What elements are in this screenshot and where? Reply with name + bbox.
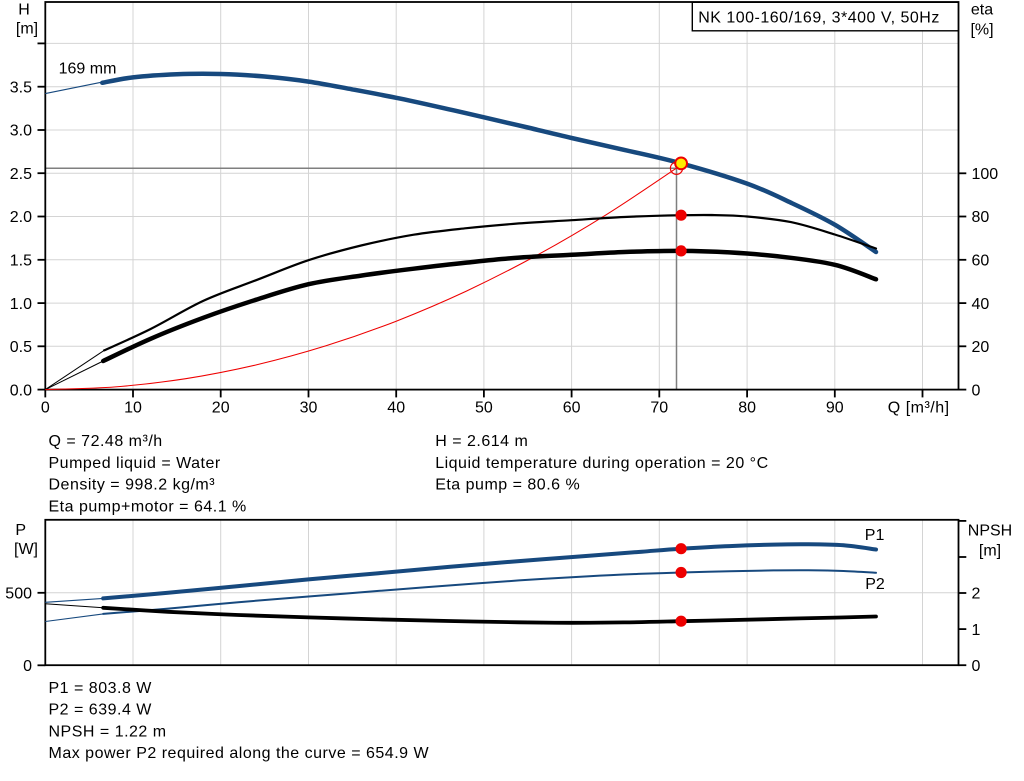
svg-text:NK 100-160/169, 3*400 V, 50Hz: NK 100-160/169, 3*400 V, 50Hz (698, 10, 940, 27)
svg-text:0: 0 (972, 382, 981, 399)
svg-text:90: 90 (826, 399, 844, 416)
svg-text:Liquid temperature during oper: Liquid temperature during operation = 20… (435, 455, 768, 472)
svg-text:Eta pump = 80.6 %: Eta pump = 80.6 % (435, 477, 580, 494)
svg-text:70: 70 (650, 399, 668, 416)
svg-text:0.5: 0.5 (10, 339, 32, 356)
svg-text:Pumped liquid = Water: Pumped liquid = Water (49, 455, 221, 472)
svg-text:2: 2 (972, 586, 981, 603)
svg-text:20: 20 (972, 339, 990, 356)
svg-text:P1: P1 (865, 527, 885, 544)
svg-text:1: 1 (972, 622, 981, 639)
svg-text:2.0: 2.0 (10, 209, 32, 226)
svg-text:30: 30 (300, 399, 318, 416)
svg-text:Density = 998.2 kg/m³: Density = 998.2 kg/m³ (49, 477, 216, 494)
svg-text:NPSH = 1.22 m: NPSH = 1.22 m (49, 723, 167, 740)
svg-text:[W]: [W] (14, 541, 38, 558)
svg-text:60: 60 (972, 253, 990, 270)
svg-text:eta: eta (971, 2, 993, 19)
svg-text:P: P (15, 522, 26, 539)
svg-text:40: 40 (972, 296, 990, 313)
svg-text:80: 80 (972, 209, 990, 226)
svg-text:P2 = 639.4 W: P2 = 639.4 W (49, 702, 153, 719)
svg-text:50: 50 (475, 399, 493, 416)
svg-text:0: 0 (972, 658, 981, 675)
svg-text:[m]: [m] (979, 543, 1001, 560)
svg-text:3.0: 3.0 (10, 123, 32, 140)
svg-text:P1 = 803.8 W: P1 = 803.8 W (49, 680, 153, 697)
svg-text:3.5: 3.5 (10, 79, 32, 96)
svg-text:H: H (18, 2, 30, 19)
svg-text:H = 2.614 m: H = 2.614 m (435, 433, 528, 450)
svg-text:500: 500 (5, 586, 32, 603)
svg-text:100: 100 (972, 166, 999, 183)
svg-text:80: 80 (738, 399, 756, 416)
svg-text:20: 20 (212, 399, 230, 416)
svg-text:10: 10 (124, 399, 142, 416)
svg-text:[m]: [m] (16, 21, 38, 38)
svg-text:0: 0 (41, 399, 50, 416)
svg-text:2.5: 2.5 (10, 166, 32, 183)
svg-text:1.5: 1.5 (10, 253, 32, 270)
svg-text:40: 40 (387, 399, 405, 416)
svg-text:P2: P2 (865, 576, 885, 593)
svg-text:[%]: [%] (970, 22, 993, 39)
svg-text:60: 60 (563, 399, 581, 416)
svg-text:Max power P2 required along th: Max power P2 required along the curve = … (49, 745, 430, 762)
svg-text:0.0: 0.0 (10, 382, 32, 399)
svg-text:NPSH: NPSH (968, 523, 1012, 540)
svg-text:Q [m³/h]: Q [m³/h] (888, 399, 950, 416)
svg-text:Eta pump+motor = 64.1 %: Eta pump+motor = 64.1 % (49, 498, 247, 515)
svg-text:1.0: 1.0 (10, 296, 32, 313)
svg-text:0: 0 (23, 658, 32, 675)
svg-text:Q = 72.48 m³/h: Q = 72.48 m³/h (49, 433, 163, 450)
svg-text:169 mm: 169 mm (59, 60, 117, 77)
